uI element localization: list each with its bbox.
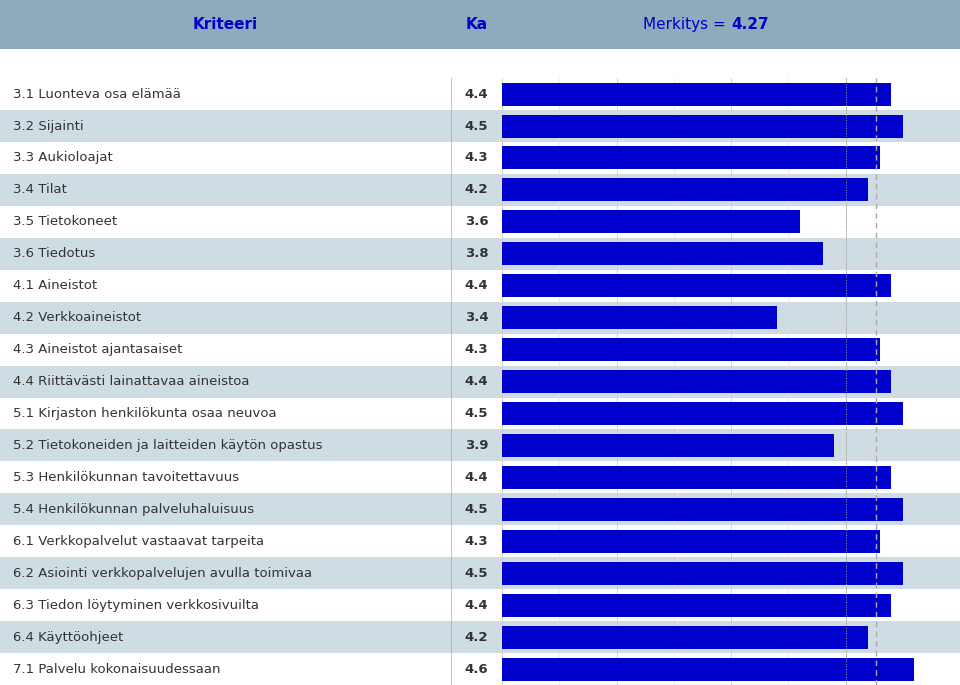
Text: Merkitys =: Merkitys = — [643, 17, 732, 32]
Text: 6.4 Käyttöohjeet: 6.4 Käyttöohjeet — [12, 631, 123, 644]
Bar — [502, 334, 960, 366]
Bar — [0, 334, 502, 366]
Bar — [502, 110, 960, 142]
Text: 3.3 Aukioloajat: 3.3 Aukioloajat — [12, 151, 112, 164]
Bar — [502, 466, 891, 489]
Text: 3.4: 3.4 — [465, 311, 489, 324]
Bar — [0, 366, 502, 397]
Bar — [0, 429, 502, 462]
Text: 4.3 Aineistot ajantasaiset: 4.3 Aineistot ajantasaiset — [12, 343, 182, 356]
Text: 4.5: 4.5 — [465, 119, 489, 132]
Text: 4.2 Verkkoaineistot: 4.2 Verkkoaineistot — [12, 311, 141, 324]
Bar — [0, 493, 502, 525]
Text: 6.1 Verkkopalvelut vastaavat tarpeita: 6.1 Verkkopalvelut vastaavat tarpeita — [12, 535, 264, 548]
Text: 4.3: 4.3 — [465, 343, 489, 356]
Text: Ka: Ka — [466, 17, 488, 32]
Bar — [502, 402, 902, 425]
Bar — [502, 370, 891, 393]
Bar — [0, 78, 502, 110]
Bar — [502, 242, 823, 265]
Bar — [502, 625, 869, 649]
Text: 4.5: 4.5 — [465, 407, 489, 420]
Text: 6.3 Tiedon löytyminen verkkosivuilta: 6.3 Tiedon löytyminen verkkosivuilta — [12, 599, 258, 612]
Bar — [502, 589, 960, 621]
Bar — [0, 621, 502, 653]
Text: 5.1 Kirjaston henkilökunta osaa neuvoa: 5.1 Kirjaston henkilökunta osaa neuvoa — [12, 407, 276, 420]
Text: 4.6: 4.6 — [465, 662, 489, 675]
Bar — [502, 562, 902, 585]
Bar — [502, 366, 960, 397]
Bar — [502, 178, 869, 201]
Text: 4.4: 4.4 — [465, 375, 489, 388]
Bar — [502, 594, 891, 616]
Text: 4.5: 4.5 — [465, 503, 489, 516]
Bar — [0, 270, 502, 301]
Text: 3.5 Tietokoneet: 3.5 Tietokoneet — [12, 215, 117, 228]
Bar — [502, 429, 960, 462]
Text: 4.2: 4.2 — [465, 184, 489, 197]
Text: 3.9: 3.9 — [465, 439, 489, 452]
Text: 4.3: 4.3 — [465, 151, 489, 164]
Bar — [502, 147, 880, 169]
Text: 3.6 Tiedotus: 3.6 Tiedotus — [12, 247, 95, 260]
Bar — [502, 210, 800, 234]
Text: 3.4 Tilat: 3.4 Tilat — [12, 184, 66, 197]
Bar — [502, 557, 960, 589]
Bar — [0, 525, 502, 557]
Text: 4.4 Riittävästi lainattavaa aineistoa: 4.4 Riittävästi lainattavaa aineistoa — [12, 375, 249, 388]
Bar — [0, 174, 502, 206]
Text: 3.6: 3.6 — [465, 215, 489, 228]
Text: 3.1 Luonteva osa elämää: 3.1 Luonteva osa elämää — [12, 88, 180, 101]
Text: 5.2 Tietokoneiden ja laitteiden käytön opastus: 5.2 Tietokoneiden ja laitteiden käytön o… — [12, 439, 322, 452]
Bar — [502, 306, 777, 329]
Bar — [502, 653, 960, 685]
Text: 5.3 Henkilökunnan tavoitettavuus: 5.3 Henkilökunnan tavoitettavuus — [12, 471, 239, 484]
Text: 4.4: 4.4 — [465, 279, 489, 292]
Bar — [502, 83, 891, 105]
Text: 4.2: 4.2 — [465, 631, 489, 644]
Bar — [502, 338, 880, 361]
Text: 5.4 Henkilökunnan palveluhaluisuus: 5.4 Henkilökunnan palveluhaluisuus — [12, 503, 253, 516]
Bar — [502, 530, 880, 553]
Bar — [0, 301, 502, 334]
Text: 3.8: 3.8 — [465, 247, 489, 260]
Text: 4.3: 4.3 — [465, 535, 489, 548]
Text: 4.1 Aineistot: 4.1 Aineistot — [12, 279, 97, 292]
Text: 7.1 Palvelu kokonaisuudessaan: 7.1 Palvelu kokonaisuudessaan — [12, 662, 220, 675]
Bar — [502, 434, 834, 457]
Bar — [502, 114, 902, 138]
Text: 4.5: 4.5 — [465, 566, 489, 580]
Text: 4.4: 4.4 — [465, 471, 489, 484]
Bar — [502, 78, 960, 110]
Text: 4.27: 4.27 — [732, 17, 769, 32]
Bar — [0, 206, 502, 238]
Bar — [0, 557, 502, 589]
Bar — [0, 653, 502, 685]
Bar — [502, 462, 960, 493]
Text: 4.4: 4.4 — [465, 88, 489, 101]
Bar — [502, 493, 960, 525]
Bar — [502, 142, 960, 174]
Text: 6.2 Asiointi verkkopalvelujen avulla toimivaa: 6.2 Asiointi verkkopalvelujen avulla toi… — [12, 566, 312, 580]
Bar — [502, 658, 914, 680]
Bar — [0, 462, 502, 493]
Bar — [502, 238, 960, 270]
Bar — [502, 274, 891, 297]
Bar — [502, 525, 960, 557]
Bar — [502, 397, 960, 429]
Bar — [502, 270, 960, 301]
Bar — [502, 174, 960, 206]
Bar — [0, 589, 502, 621]
Text: 4.4: 4.4 — [465, 599, 489, 612]
Bar — [502, 206, 960, 238]
Bar — [0, 397, 502, 429]
Bar — [0, 142, 502, 174]
Bar — [0, 238, 502, 270]
Bar — [502, 498, 902, 521]
Bar — [502, 301, 960, 334]
Bar — [502, 621, 960, 653]
Text: Kriteeri: Kriteeri — [193, 17, 258, 32]
Text: 3.2 Sijainti: 3.2 Sijainti — [12, 119, 84, 132]
Bar — [0, 110, 502, 142]
